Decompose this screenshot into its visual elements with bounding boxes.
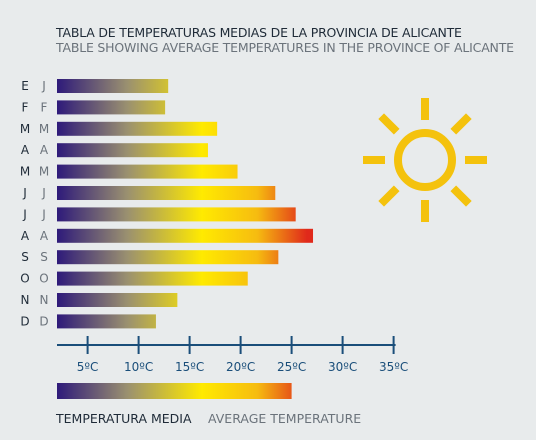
temperature-bar xyxy=(57,250,279,265)
legend-gradient-bar xyxy=(57,383,292,399)
month-label-spanish: N xyxy=(21,293,30,307)
temperature-bar xyxy=(57,164,238,179)
month-label-english: M xyxy=(39,165,49,179)
temperature-bar xyxy=(57,271,248,286)
sun-ray xyxy=(450,185,472,207)
sun-disc xyxy=(394,129,456,191)
month-label-english: D xyxy=(39,314,48,328)
chart-title-spanish: TABLA DE TEMPERATURAS MEDIAS DE LA PROVI… xyxy=(56,25,462,40)
temperature-bar xyxy=(57,293,178,307)
temperature-bar xyxy=(57,186,276,200)
x-axis-tick-label: 35ºC xyxy=(379,360,408,374)
month-label-spanish: E xyxy=(21,79,29,93)
month-label-english: J xyxy=(41,207,46,221)
sun-icon xyxy=(363,98,487,222)
month-label-spanish: M xyxy=(20,122,30,136)
month-label-spanish: A xyxy=(21,229,30,243)
x-axis-tick-label: 10ºC xyxy=(124,360,153,374)
temperature-bar xyxy=(57,79,169,93)
month-label-english: M xyxy=(39,122,49,136)
x-axis-tick-label: 20ºC xyxy=(226,360,255,374)
month-label-spanish: J xyxy=(22,207,27,221)
temperature-bar xyxy=(57,100,166,115)
legend-label-spanish: TEMPERATURA MEDIA xyxy=(56,411,192,426)
month-label-english: O xyxy=(39,272,48,286)
month-label-spanish: J xyxy=(22,186,27,200)
temperature-bar xyxy=(57,143,208,158)
month-label-english: A xyxy=(40,143,49,157)
month-label-spanish: D xyxy=(20,314,29,328)
month-label-english: J xyxy=(41,186,46,200)
month-label-spanish: M xyxy=(20,165,30,179)
temperature-bar xyxy=(57,121,218,136)
x-axis-tick-label: 25ºC xyxy=(277,360,306,374)
month-label-english: F xyxy=(41,100,48,114)
x-axis-tick-label: 5ºC xyxy=(77,360,99,374)
sun-ray xyxy=(378,185,400,207)
month-label-spanish: A xyxy=(21,143,30,157)
sun-ray xyxy=(378,113,400,135)
month-label-spanish: O xyxy=(20,272,29,286)
x-axis-tick-label: 30ºC xyxy=(328,360,357,374)
month-label-english: A xyxy=(40,229,49,243)
legend-label-english: AVERAGE TEMPERATURE xyxy=(208,411,362,426)
chart-title-english: TABLE SHOWING AVERAGE TEMPERATURES IN TH… xyxy=(56,40,514,55)
month-label-english: S xyxy=(40,250,48,264)
month-label-english: J xyxy=(41,79,46,93)
month-label-english: N xyxy=(40,293,49,307)
month-label-spanish: S xyxy=(21,250,29,264)
sun-ray xyxy=(450,113,472,135)
temperature-bar xyxy=(57,207,296,222)
x-axis-tick-label: 15ºC xyxy=(175,360,204,374)
month-label-spanish: F xyxy=(22,100,29,114)
temperature-bar xyxy=(57,314,156,329)
temperature-bar xyxy=(57,228,314,243)
